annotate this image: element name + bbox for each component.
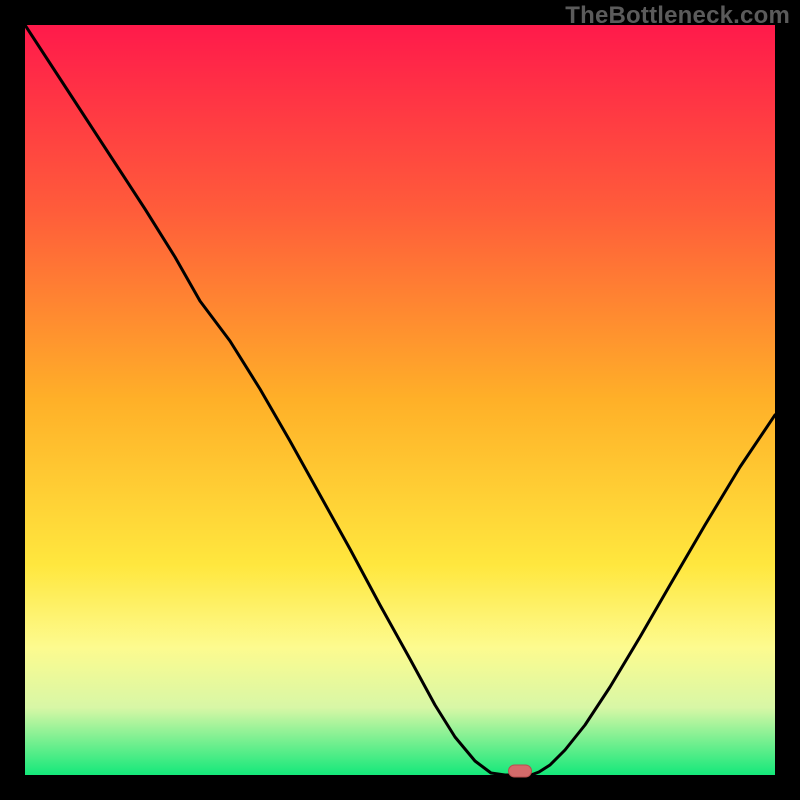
curve-path (25, 25, 775, 775)
bottleneck-curve (25, 25, 775, 775)
plot-area (25, 25, 775, 775)
chart-frame: TheBottleneck.com (0, 0, 800, 800)
optimum-marker (508, 765, 532, 778)
